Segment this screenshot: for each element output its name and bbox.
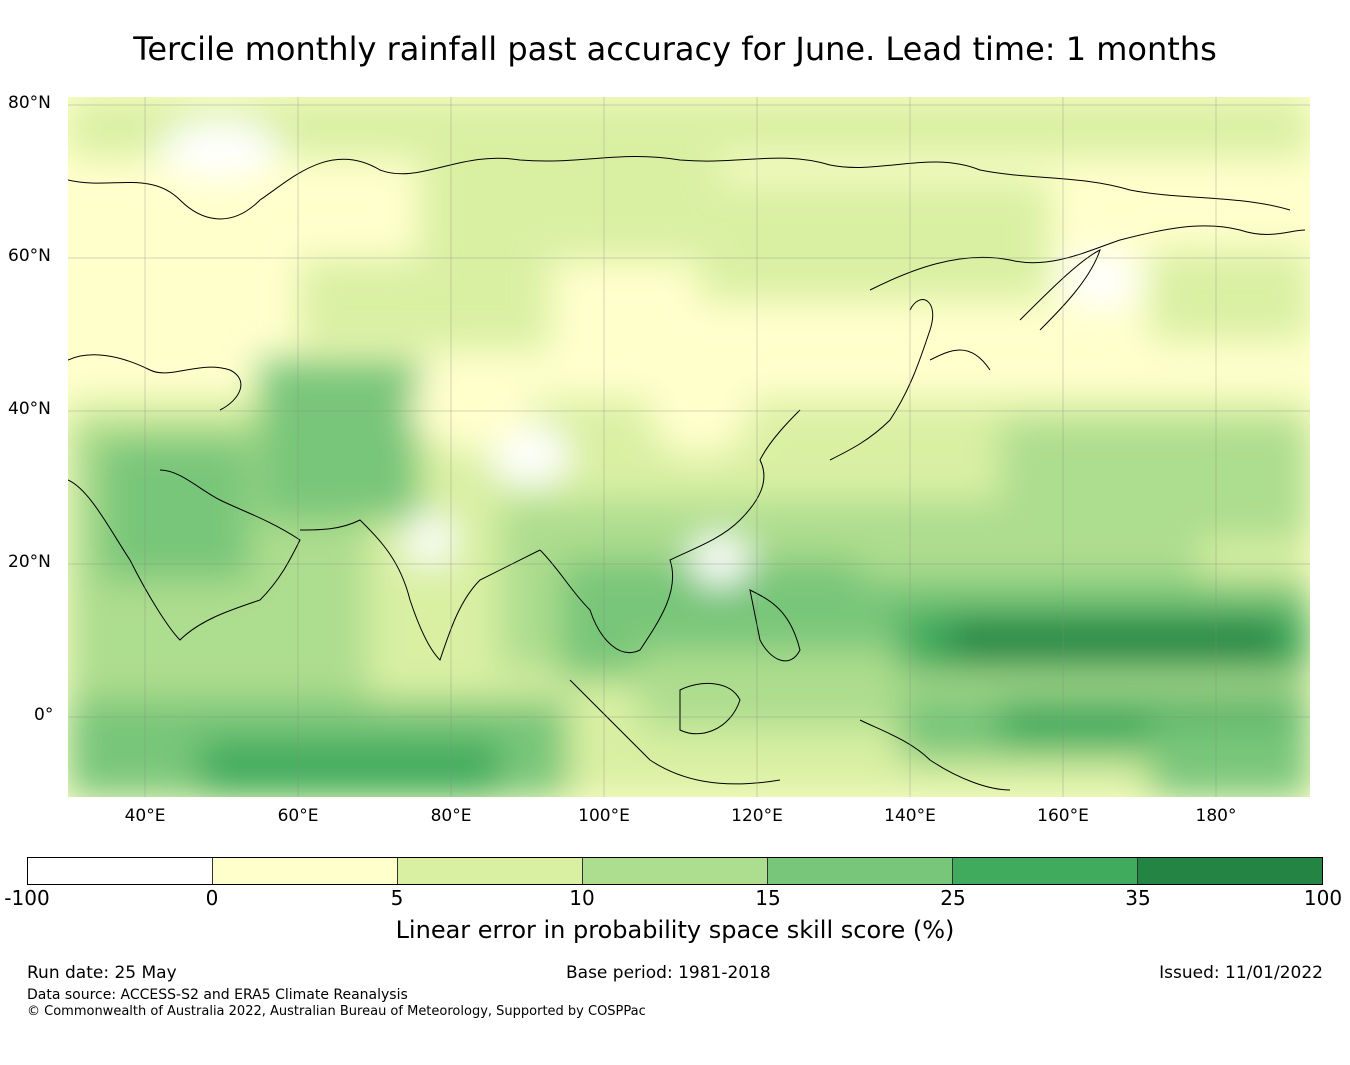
lon-label-40e: 40°E — [124, 806, 166, 826]
skill-map — [68, 97, 1310, 797]
data-source: Data source: ACCESS-S2 and ERA5 Climate … — [27, 987, 408, 1003]
lat-label-40n: 40°N — [8, 399, 51, 419]
lon-label-180: 180° — [1195, 806, 1237, 826]
lat-label-0: 0° — [34, 705, 54, 725]
colorbar-segment-1 — [28, 858, 213, 884]
colorbar-tick: 10 — [569, 886, 595, 910]
colorbar-tick: 0 — [205, 886, 219, 910]
colorbar-tick: 25 — [940, 886, 966, 910]
base-period: Base period: 1981-2018 — [566, 963, 771, 983]
colorbar-segment-3 — [398, 858, 583, 884]
lon-label-100e: 100°E — [578, 806, 630, 826]
run-date: Run date: 25 May — [27, 963, 177, 983]
colorbar-tick: -100 — [4, 886, 50, 910]
lat-label-60n: 60°N — [8, 246, 51, 266]
colorbar-tick: 35 — [1125, 886, 1151, 910]
lon-label-120e: 120°E — [731, 806, 783, 826]
graticule — [68, 97, 1310, 797]
colorbar-tick: 5 — [390, 886, 404, 910]
lon-label-160e: 160°E — [1037, 806, 1089, 826]
lat-label-80n: 80°N — [8, 93, 51, 113]
issued-date: Issued: 11/01/2022 — [1159, 963, 1323, 983]
colorbar-label: Linear error in probability space skill … — [395, 916, 955, 944]
lon-label-140e: 140°E — [884, 806, 936, 826]
colorbar-segment-6 — [953, 858, 1138, 884]
lon-label-60e: 60°E — [277, 806, 319, 826]
coastlines — [68, 156, 1306, 791]
lon-label-80e: 80°E — [430, 806, 472, 826]
colorbar-tick: 100 — [1303, 886, 1343, 910]
lat-label-20n: 20°N — [8, 552, 51, 572]
copyright: © Commonwealth of Australia 2022, Austra… — [27, 1004, 646, 1019]
colorbar-segment-4 — [583, 858, 768, 884]
skill-field — [68, 97, 1310, 797]
chart-title: Tercile monthly rainfall past accuracy f… — [133, 30, 1217, 68]
colorbar — [27, 857, 1323, 885]
colorbar-segment-2 — [213, 858, 398, 884]
colorbar-segment-7 — [1138, 858, 1322, 884]
colorbar-tick: 15 — [755, 886, 781, 910]
colorbar-segment-5 — [768, 858, 953, 884]
map-area: 80°N 60°N 40°N 20°N 0° 40°E 60°E 80°E 10… — [8, 93, 1310, 826]
